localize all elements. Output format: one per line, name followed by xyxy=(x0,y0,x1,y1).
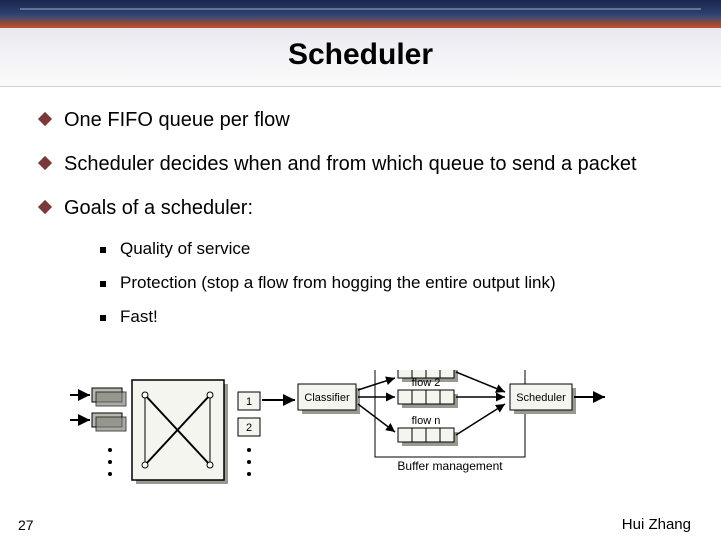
port-2-label: 2 xyxy=(246,422,252,434)
author-name: Hui Zhang xyxy=(622,516,691,533)
bullet-text: Scheduler decides when and from which qu… xyxy=(64,151,637,177)
bullet-2: Scheduler decides when and from which qu… xyxy=(40,151,681,177)
bullet-text: Goals of a scheduler: xyxy=(64,195,253,221)
sub-bullet-2: Protection (stop a flow from hogging the… xyxy=(100,273,681,293)
title-area: Scheduler xyxy=(0,28,721,87)
diamond-bullet-icon xyxy=(38,200,52,214)
flow-n-label: flow n xyxy=(412,415,441,427)
flow-2-label: flow 2 xyxy=(412,377,441,389)
sub-bullet-text: Quality of service xyxy=(120,239,250,259)
sub-bullet-1: Quality of service xyxy=(100,239,681,259)
bullet-3: Goals of a scheduler: xyxy=(40,195,681,221)
slide-title: Scheduler xyxy=(0,38,721,72)
sub-bullet-text: Fast! xyxy=(120,307,158,327)
square-bullet-icon xyxy=(100,315,106,321)
diamond-bullet-icon xyxy=(38,112,52,126)
buffer-label: Buffer management xyxy=(397,459,503,473)
diagram-svg: 1 2 Classifier flow 1 flow 2 xyxy=(70,370,630,500)
slide-banner xyxy=(0,0,721,28)
sub-bullet-3: Fast! xyxy=(100,307,681,327)
square-bullet-icon xyxy=(100,281,106,287)
square-bullet-icon xyxy=(100,247,106,253)
scheduler-diagram: 1 2 Classifier flow 1 flow 2 xyxy=(70,370,630,500)
classifier-label: Classifier xyxy=(304,392,350,404)
bullet-1: One FIFO queue per flow xyxy=(40,107,681,133)
diamond-bullet-icon xyxy=(38,156,52,170)
content-area: One FIFO queue per flow Scheduler decide… xyxy=(0,87,721,327)
scheduler-box-label: Scheduler xyxy=(516,392,566,404)
slide-number: 27 xyxy=(18,517,34,533)
port-1-label: 1 xyxy=(246,396,252,408)
sub-bullet-text: Protection (stop a flow from hogging the… xyxy=(120,273,556,293)
bullet-text: One FIFO queue per flow xyxy=(64,107,290,133)
